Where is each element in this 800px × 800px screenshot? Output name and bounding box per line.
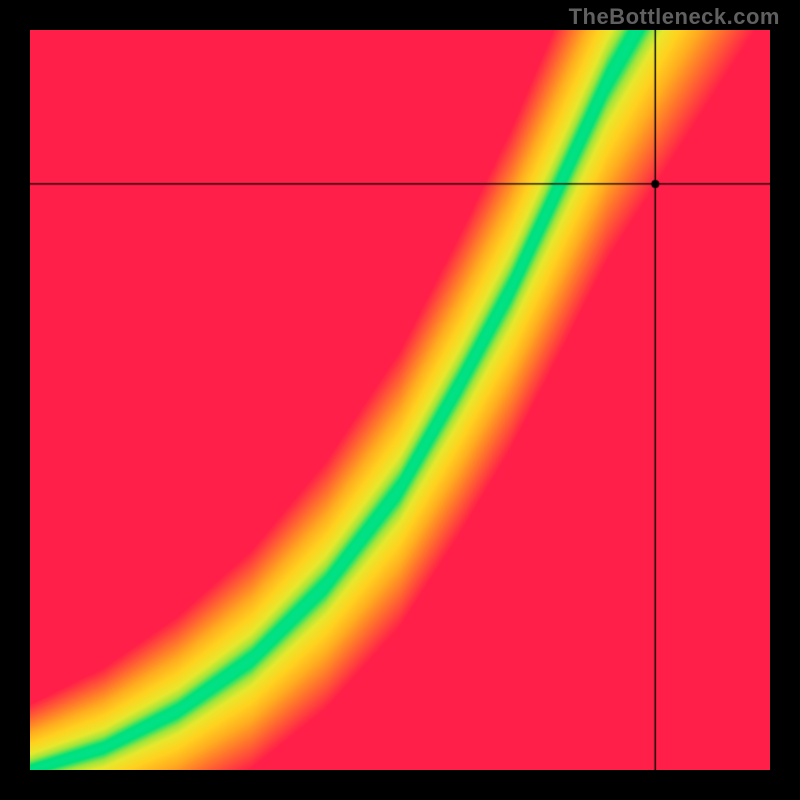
watermark-text: TheBottleneck.com (569, 4, 780, 30)
bottleneck-heatmap (30, 30, 770, 770)
